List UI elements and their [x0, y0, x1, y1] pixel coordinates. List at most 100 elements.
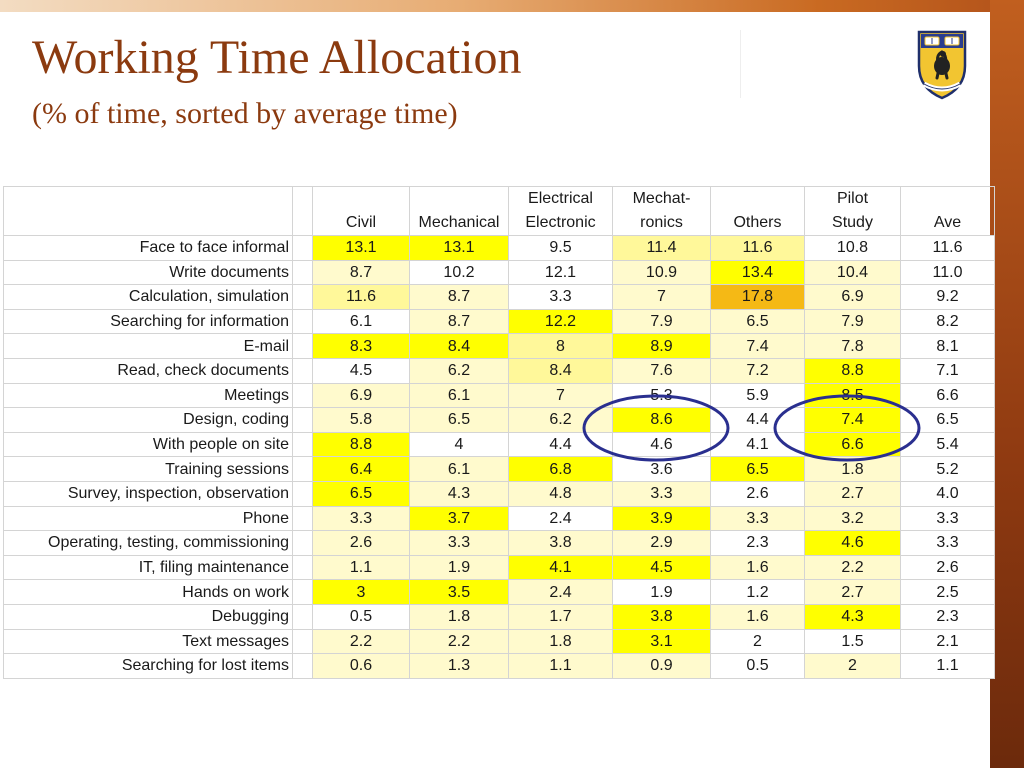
- table-row: Text messages 2.2 2.2 1.8 3.1 2 1.5 2.1: [3, 628, 995, 655]
- value-cell: 6.5: [409, 407, 509, 433]
- value-cell: 7.4: [804, 407, 901, 433]
- value-cell: 2: [804, 653, 901, 679]
- row-label: Survey, inspection, observation: [3, 480, 293, 507]
- value-cell: 1.2: [710, 579, 805, 605]
- column-header-line2: Mechanical: [418, 214, 500, 231]
- column-header: Electrical Electronic: [508, 186, 613, 236]
- table-row: With people on site 8.8 4 4.4 4.6 4.1 6.6 5.4: [3, 431, 995, 458]
- column-header: Mechanical: [409, 186, 509, 236]
- value-cell: 6.9: [804, 284, 901, 310]
- value-cell: 12.2: [508, 308, 613, 335]
- row-gap-cell: [292, 530, 313, 556]
- value-cell: 10.8: [804, 235, 901, 261]
- value-cell: 1.9: [409, 554, 509, 581]
- value-cell: 6.1: [409, 382, 509, 409]
- page-subtitle: (% of time, sorted by average time): [32, 97, 458, 130]
- column-header: Ave: [900, 186, 995, 236]
- value-cell: 3.3: [612, 480, 711, 507]
- value-cell: 12.1: [508, 259, 613, 286]
- value-cell: 7.4: [710, 333, 805, 359]
- row-label: Hands on work: [3, 579, 293, 605]
- value-cell: 8.7: [409, 308, 509, 335]
- table-row: Write documents 8.7 10.2 12.1 10.9 13.4 10.4 11…: [3, 259, 995, 286]
- value-cell: 2.7: [804, 480, 901, 507]
- value-cell: 4.6: [612, 431, 711, 458]
- row-label: Phone: [3, 505, 293, 532]
- column-header-line2: Civil: [345, 214, 377, 231]
- row-gap-cell: [292, 284, 313, 310]
- value-cell: 4.1: [508, 554, 613, 581]
- value-cell: 3.3: [508, 284, 613, 310]
- value-cell: 10.4: [804, 259, 901, 286]
- column-header: Pilot Study: [804, 186, 901, 236]
- value-cell: 7.9: [804, 308, 901, 335]
- row-gap-cell: [292, 235, 313, 261]
- value-cell: 2.2: [409, 628, 509, 655]
- value-cell: 6.4: [312, 456, 410, 482]
- row-gap-cell: [292, 382, 313, 409]
- value-cell: 2.6: [312, 530, 410, 556]
- value-cell: 4.4: [710, 407, 805, 433]
- row-gap-cell: [292, 603, 313, 630]
- time-allocation-table: Civil Mechanical Electrical Electronic Mecha…: [3, 186, 995, 679]
- value-cell: 1.1: [312, 554, 410, 581]
- table-row: Searching for lost items 0.6 1.3 1.1 0.9 0.5 2…: [3, 653, 995, 679]
- row-gap-cell: [292, 628, 313, 655]
- value-cell: 2.4: [508, 579, 613, 605]
- value-cell: 2.3: [900, 603, 995, 630]
- value-cell: 3.3: [900, 530, 995, 556]
- value-cell: 2.2: [312, 628, 410, 655]
- row-label: Operating, testing, commissioning: [3, 530, 293, 556]
- table-row: IT, filing maintenance 1.1 1.9 4.1 4.5 1.6 2.2…: [3, 554, 995, 581]
- value-cell: 8.6: [612, 407, 711, 433]
- value-cell: 7.2: [710, 357, 805, 384]
- row-label: Searching for lost items: [3, 653, 293, 679]
- row-gap-cell: [292, 259, 313, 286]
- value-cell: 5.4: [900, 431, 995, 458]
- value-cell: 4: [409, 431, 509, 458]
- value-cell: 3.3: [710, 505, 805, 532]
- value-cell: 5.3: [612, 382, 711, 409]
- value-cell: 3.7: [409, 505, 509, 532]
- value-cell: 2.2: [804, 554, 901, 581]
- value-cell: 11.6: [900, 235, 995, 261]
- value-cell: 4.5: [612, 554, 711, 581]
- table-row: Operating, testing, commissioning 2.6 3.3 3…: [3, 530, 995, 556]
- value-cell: 2.4: [508, 505, 613, 532]
- value-cell: 0.9: [612, 653, 711, 679]
- value-cell: 6.1: [409, 456, 509, 482]
- column-header-line1: Mechat-: [632, 190, 691, 207]
- value-cell: 3.1: [612, 628, 711, 655]
- value-cell: 8.8: [804, 357, 901, 384]
- value-cell: 2.6: [900, 554, 995, 581]
- value-cell: 4.3: [804, 603, 901, 630]
- row-gap-cell: [292, 333, 313, 359]
- value-cell: 2.6: [710, 480, 805, 507]
- table-row: Face to face informal 13.1 13.1 9.5 11.4 11.6…: [3, 235, 995, 261]
- page-title: Working Time Allocation: [32, 31, 522, 84]
- row-gap-cell: [292, 653, 313, 679]
- value-cell: 3: [312, 579, 410, 605]
- value-cell: 2.3: [710, 530, 805, 556]
- row-gap-cell: [292, 357, 313, 384]
- value-cell: 6.5: [312, 480, 410, 507]
- row-label: Write documents: [3, 259, 293, 286]
- value-cell: 6.2: [508, 407, 613, 433]
- top-decorative-band: [0, 0, 1024, 12]
- value-cell: 8: [508, 333, 613, 359]
- value-cell: 8.3: [312, 333, 410, 359]
- value-cell: 8.7: [409, 284, 509, 310]
- row-label: Debugging: [3, 603, 293, 630]
- row-label: Calculation, simulation: [3, 284, 293, 310]
- value-cell: 1.6: [710, 603, 805, 630]
- value-cell: 11.0: [900, 259, 995, 286]
- table-row: Read, check documents 4.5 6.2 8.4 7.6 7.2 8.8 7…: [3, 357, 995, 384]
- value-cell: 3.3: [312, 505, 410, 532]
- row-label: Meetings: [3, 382, 293, 409]
- value-cell: 3.8: [612, 603, 711, 630]
- value-cell: 4.4: [508, 431, 613, 458]
- column-header: Mechat-ronics: [612, 186, 711, 236]
- value-cell: 11.6: [312, 284, 410, 310]
- row-label: Training sessions: [3, 456, 293, 482]
- table-row: Phone 3.3 3.7 2.4 3.9 3.3 3.2 3.3: [3, 505, 995, 532]
